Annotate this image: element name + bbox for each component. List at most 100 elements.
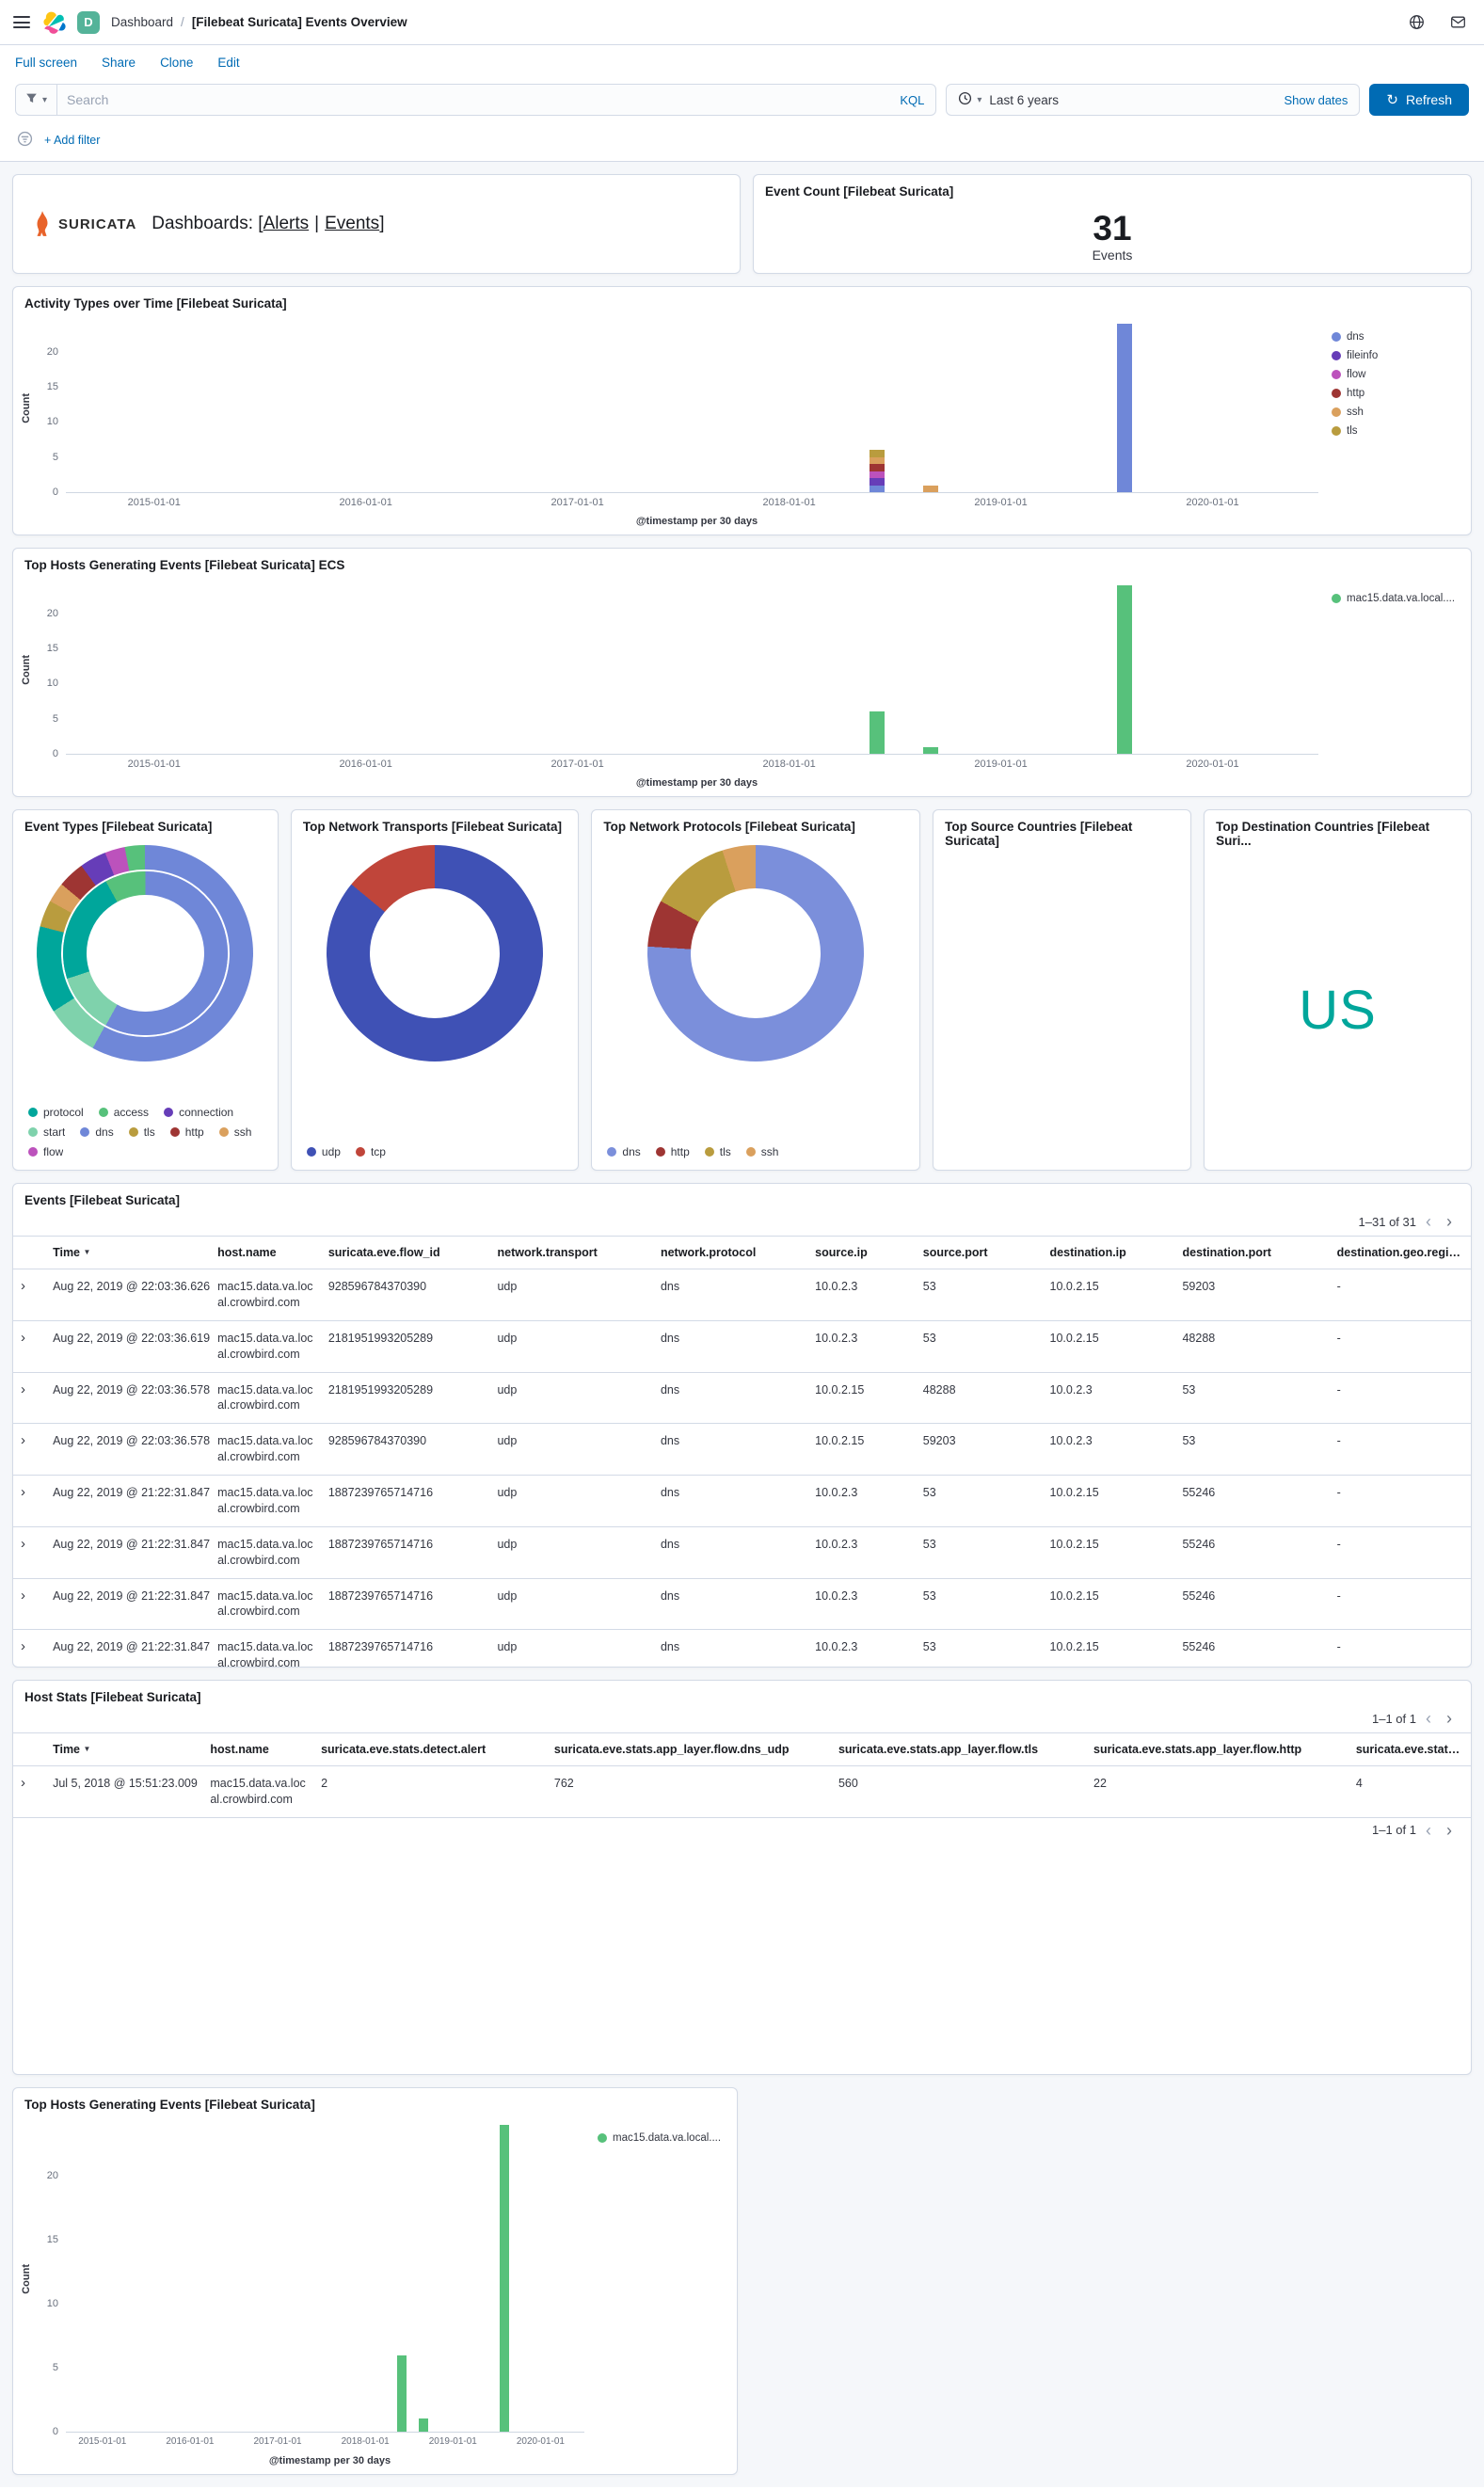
help-icon[interactable] (1403, 9, 1429, 36)
legend-item-tls[interactable]: tls (128, 1125, 155, 1139)
search-input[interactable] (57, 92, 889, 107)
legend-item-ssh[interactable]: ssh (745, 1145, 778, 1158)
prev-page-button[interactable]: ‹ (1420, 1213, 1437, 1230)
column-header[interactable]: source.ip (807, 1236, 916, 1269)
legend-item-udp[interactable]: udp (306, 1145, 341, 1158)
legend-item-tls[interactable]: tls (704, 1145, 731, 1158)
elastic-logo[interactable] (41, 10, 66, 35)
expand-row-button[interactable]: › (13, 1423, 46, 1476)
prev-page-button[interactable]: ‹ (1420, 1822, 1437, 1839)
legend-item-access[interactable]: access (98, 1106, 149, 1119)
column-header[interactable]: Time ▼ (45, 1236, 211, 1269)
legend-item-dns[interactable]: dns (80, 1125, 114, 1139)
bar-dns[interactable] (870, 485, 886, 492)
time-menu-button[interactable]: ▾ (958, 91, 981, 108)
table-cell: - (1329, 1475, 1471, 1527)
legend-item-flow[interactable]: flow (1332, 369, 1456, 380)
legend-item-http[interactable]: http (1332, 388, 1456, 399)
expand-row-button[interactable]: › (13, 1526, 46, 1579)
show-dates-button[interactable]: Show dates (1284, 92, 1348, 107)
saved-query-menu-button[interactable]: ▾ (16, 85, 58, 115)
bar-mac15.data.va.local....[interactable] (419, 2418, 429, 2432)
expand-row-button[interactable]: › (13, 1578, 46, 1631)
legend-item-ssh[interactable]: ssh (1332, 407, 1456, 418)
bar-fileinfo[interactable] (870, 478, 886, 486)
legend-item-http[interactable]: http (169, 1125, 204, 1139)
column-header[interactable]: destination.geo.region_na... (1329, 1236, 1471, 1269)
legend-item-dns[interactable]: dns (1332, 331, 1456, 343)
breadcrumb-dashboard[interactable]: Dashboard (111, 15, 174, 29)
column-header[interactable]: destination.port (1174, 1236, 1330, 1269)
alerts-link[interactable]: Alerts (263, 214, 310, 233)
next-page-button[interactable]: › (1441, 1710, 1458, 1727)
legend-item-dns[interactable]: dns (607, 1145, 641, 1158)
expand-row-button[interactable]: › (13, 1269, 46, 1321)
time-range-value[interactable]: Last 6 years (989, 92, 1059, 107)
events-link[interactable]: Events (325, 214, 380, 233)
bar-mac15.data.va.local....[interactable] (499, 2125, 509, 2432)
bar-mac15.data.va.local....[interactable] (870, 711, 886, 754)
legend-item-mac15.data.va.local....[interactable]: mac15.data.va.local.... (598, 2132, 722, 2144)
legend-item-connection[interactable]: connection (164, 1106, 233, 1119)
edit-button[interactable]: Edit (217, 56, 240, 70)
column-header[interactable]: suricata.eve.stats.app_layer.flow.tls (830, 1732, 1086, 1766)
column-header[interactable]: suricata.eve.stats.app_l... (1348, 1732, 1471, 1766)
full-screen-button[interactable]: Full screen (15, 56, 78, 70)
bar-ssh[interactable] (922, 485, 938, 492)
bar-http[interactable] (870, 464, 886, 471)
share-button[interactable]: Share (102, 56, 136, 70)
legend-item-fileinfo[interactable]: fileinfo (1332, 350, 1456, 361)
add-filter-button[interactable]: + Add filter (44, 134, 101, 147)
events-table: Time ▼ host.name suricata.eve.flow_id netwo… (13, 1236, 1471, 1667)
column-header[interactable]: host.name (210, 1236, 321, 1269)
bar-mac15.data.va.local....[interactable] (1116, 585, 1132, 754)
bar-flow[interactable] (870, 471, 886, 479)
query-language-button[interactable]: KQL (900, 92, 925, 107)
menu-icon[interactable] (13, 16, 30, 28)
expand-row-button[interactable]: › (13, 1475, 46, 1527)
legend-item-flow[interactable]: flow (28, 1145, 63, 1158)
bar-tls[interactable] (870, 450, 886, 457)
column-header[interactable]: destination.ip (1042, 1236, 1175, 1269)
column-header[interactable]: network.transport (489, 1236, 653, 1269)
bar-mac15.data.va.local....[interactable] (396, 2354, 407, 2432)
expand-row-button[interactable]: › (13, 1629, 46, 1667)
column-header[interactable]: source.port (915, 1236, 1043, 1269)
table-cell: 10.0.2.3 (807, 1629, 916, 1667)
expander-column-header (13, 1732, 46, 1766)
legend-item-ssh[interactable]: ssh (218, 1125, 251, 1139)
column-header[interactable]: suricata.eve.flow_id (320, 1236, 490, 1269)
bar-ssh[interactable] (870, 456, 886, 465)
column-header[interactable]: host.name (202, 1732, 314, 1766)
expand-row-button[interactable]: › (13, 1372, 46, 1425)
clone-button[interactable]: Clone (160, 56, 194, 70)
legend-label: dns (95, 1125, 114, 1139)
newsfeed-icon[interactable] (1444, 9, 1471, 36)
table-cell: udp (489, 1269, 653, 1321)
prev-page-button[interactable]: ‹ (1420, 1710, 1437, 1727)
space-badge[interactable]: D (77, 10, 100, 34)
legend-item-mac15.data.va.local....[interactable]: mac15.data.va.local.... (1332, 593, 1456, 604)
bar-mac15.data.va.local....[interactable] (922, 746, 938, 754)
chart-legend: dns http tls ssh (592, 1132, 919, 1170)
legend-item-http[interactable]: http (655, 1145, 690, 1158)
next-page-button[interactable]: › (1441, 1213, 1458, 1230)
legend-item-tcp[interactable]: tcp (355, 1145, 386, 1158)
refresh-button[interactable]: ↻ Refresh (1369, 84, 1469, 116)
column-header[interactable]: network.protocol (652, 1236, 808, 1269)
column-header[interactable]: Time ▼ (45, 1732, 203, 1766)
donut-hole (370, 888, 501, 1018)
legend-item-protocol[interactable]: protocol (28, 1106, 84, 1119)
tagcloud-word[interactable]: US (1299, 979, 1377, 1041)
links-divider: | (314, 214, 320, 233)
filter-icon[interactable] (17, 131, 33, 150)
bar-dns[interactable] (1116, 324, 1132, 492)
column-header[interactable]: suricata.eve.stats.detect.alert (313, 1732, 547, 1766)
column-header[interactable]: suricata.eve.stats.app_layer.flow.http (1086, 1732, 1348, 1766)
expand-row-button[interactable]: › (13, 1320, 46, 1373)
legend-item-start[interactable]: start (28, 1125, 65, 1139)
column-header[interactable]: suricata.eve.stats.app_layer.flow.dns_ud… (546, 1732, 831, 1766)
legend-item-tls[interactable]: tls (1332, 425, 1456, 437)
expand-row-button[interactable]: › (13, 1765, 46, 1818)
next-page-button[interactable]: › (1441, 1822, 1458, 1839)
